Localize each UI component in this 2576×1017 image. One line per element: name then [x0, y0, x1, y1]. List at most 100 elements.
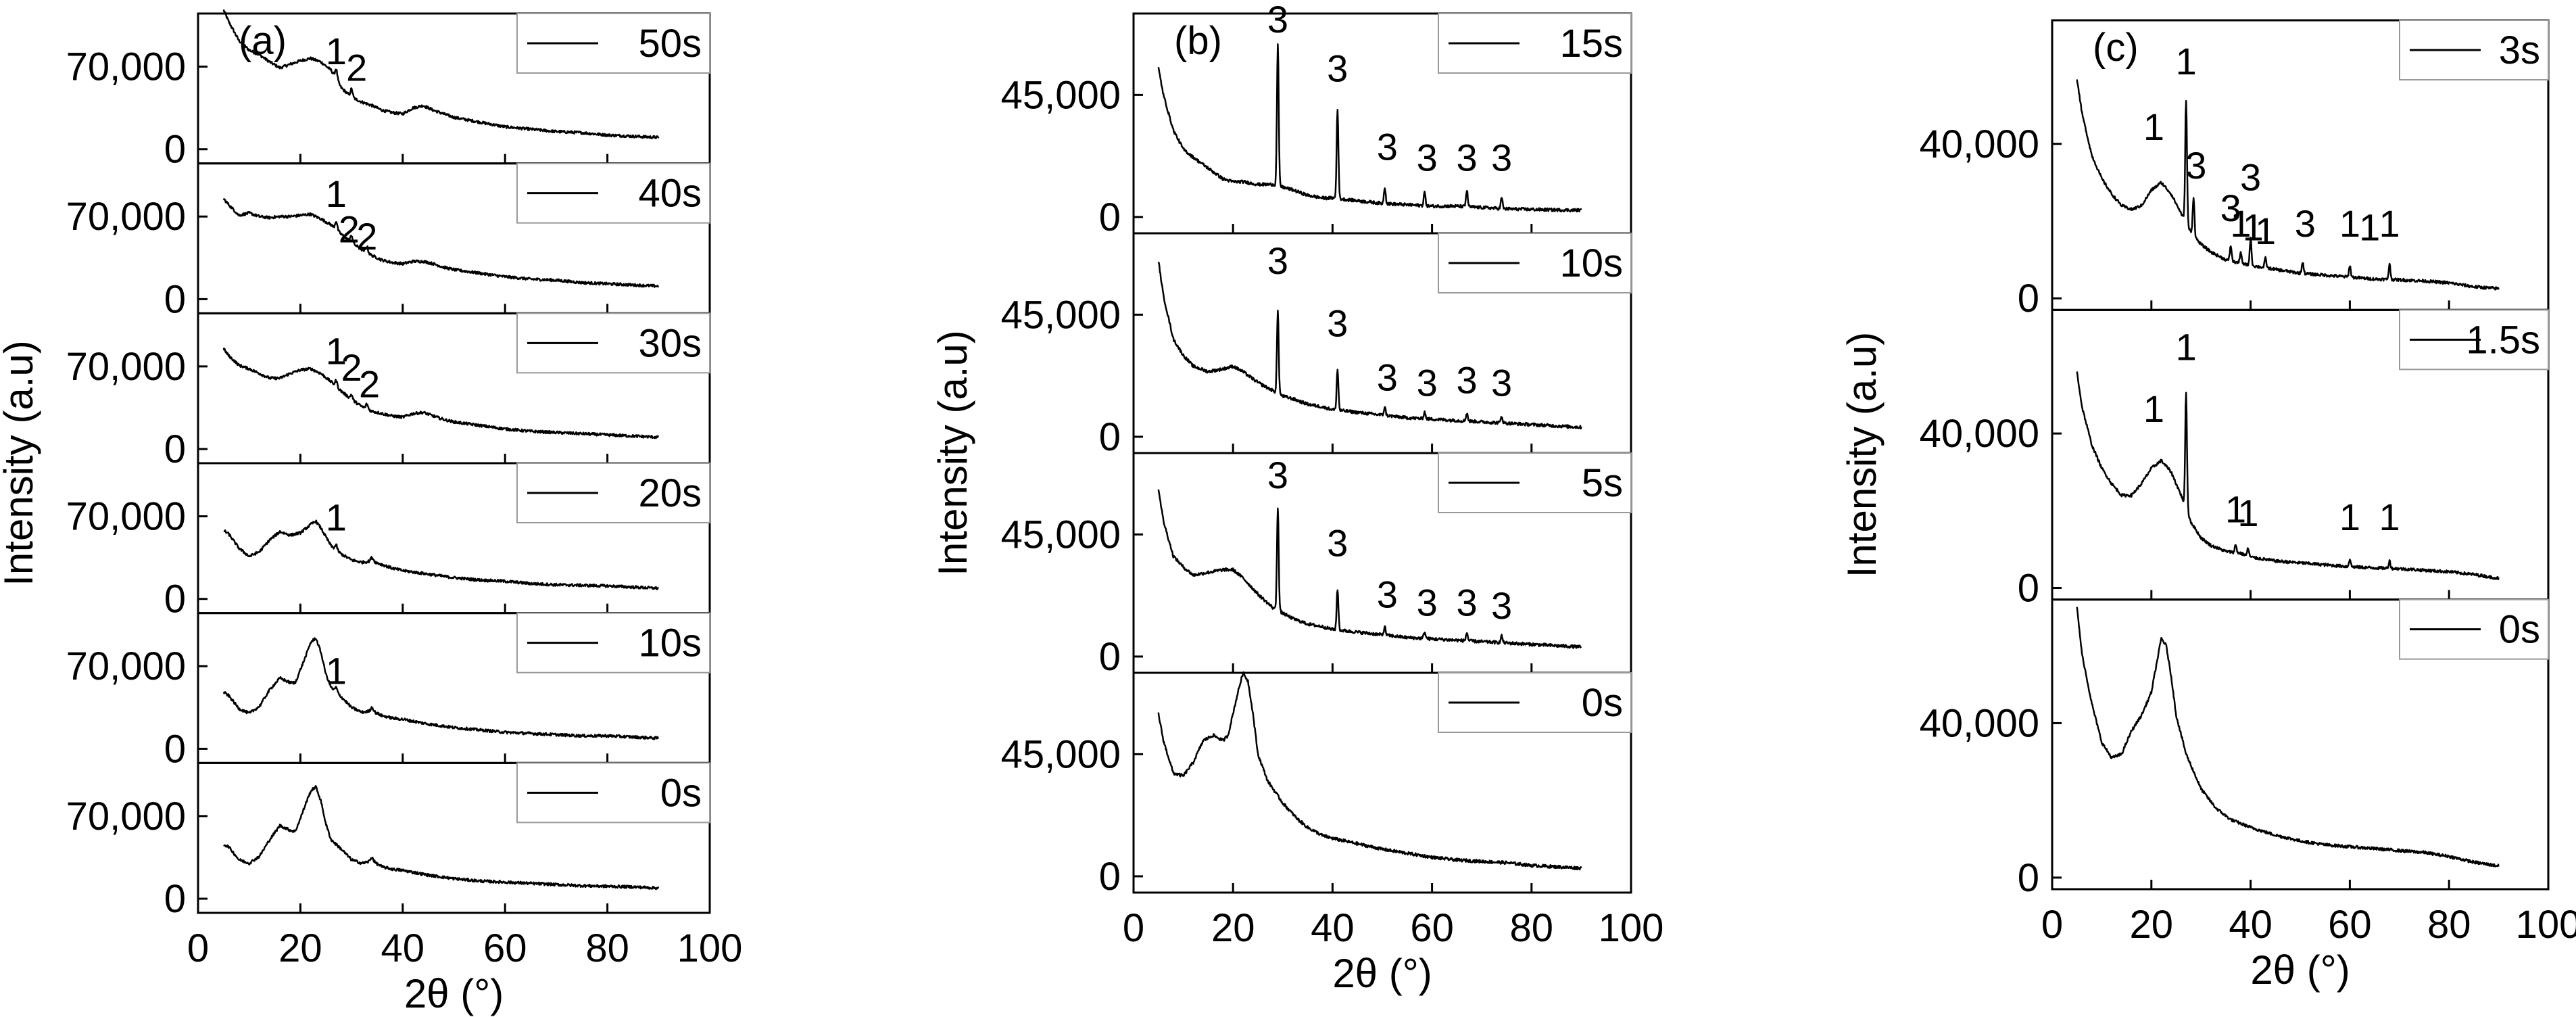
x-tick-label: 40: [1311, 906, 1355, 950]
peak-label: 1: [2379, 496, 2400, 538]
peak-label: 1: [2230, 202, 2251, 245]
peak-label: 3: [1267, 239, 1288, 282]
series-line-40s: [222, 197, 660, 288]
series-line-5s: [1157, 489, 1582, 649]
legend-label: 0s: [1582, 681, 1623, 725]
peak-label: 3: [1377, 126, 1398, 168]
legend-label: 5s: [1582, 461, 1623, 505]
y-tick-label: 45,000: [1001, 513, 1121, 557]
x-axis-title: 2θ (°): [2250, 947, 2350, 993]
y-tick-label: 70,000: [66, 495, 186, 539]
y-tick-label: 45,000: [1001, 73, 1121, 117]
series-line-0s: [223, 785, 660, 891]
y-tick-label: 70,000: [66, 195, 186, 239]
legend-label: 3s: [2499, 28, 2540, 72]
panel-label: (c): [2093, 26, 2139, 70]
peak-label: 3: [1457, 582, 1478, 624]
peak-label: 1: [326, 329, 347, 372]
legend: 10s: [1438, 233, 1632, 293]
legend-label: 1.5s: [2466, 318, 2540, 362]
y-tick-label: 0: [1099, 855, 1121, 899]
peak-label: 3: [1457, 359, 1478, 402]
y-tick-label: 0: [164, 128, 186, 172]
x-tick-label: 20: [1211, 906, 1255, 950]
series-line-50s: [222, 9, 660, 139]
legend: 30s: [516, 312, 710, 374]
legend-label: 0s: [2499, 608, 2540, 652]
y-tick-label: 0: [164, 577, 186, 621]
panel-label: (a): [239, 19, 287, 63]
x-tick-label: 0: [187, 926, 209, 970]
peak-label: 3: [2185, 144, 2206, 187]
peak-label: 3: [1377, 356, 1398, 399]
peak-label: 3: [2220, 187, 2241, 229]
peak-label: 1: [2359, 206, 2380, 249]
y-axis-title: Intensity (a.u): [0, 340, 41, 586]
y-tick-label: 70,000: [66, 795, 186, 838]
x-tick-label: 100: [677, 926, 743, 970]
legend-label: 20s: [638, 471, 702, 515]
y-tick-label: 0: [2018, 277, 2039, 321]
peak-label: 3: [1267, 454, 1288, 496]
legend: 0s: [2399, 598, 2549, 660]
x-axis-title: 2θ (°): [404, 971, 504, 1016]
legend: 3s: [2399, 20, 2549, 80]
peak-label: 3: [1491, 137, 1512, 179]
peak-label: 1: [326, 172, 347, 215]
y-tick-label: 40,000: [1920, 412, 2039, 456]
y-tick-label: 45,000: [1001, 293, 1121, 337]
legend-box: [516, 13, 710, 74]
plot-frame: [1132, 671, 1632, 894]
legend-label: 10s: [1559, 241, 1623, 285]
peak-label: 1: [2255, 210, 2276, 252]
legend-label: 10s: [638, 621, 702, 665]
peak-label: 1: [2143, 105, 2164, 148]
peak-label: 2: [341, 346, 362, 389]
peak-label: 2: [346, 46, 367, 89]
peak-label: 2: [359, 362, 380, 405]
x-tick-label: 0: [1123, 906, 1144, 950]
peak-label: 1: [326, 649, 347, 692]
peak-label: 3: [1417, 362, 1438, 404]
y-tick-label: 40,000: [1920, 122, 2039, 166]
y-tick-label: 0: [2018, 567, 2039, 611]
subplot: 0 70,000 122 30s: [66, 312, 711, 471]
x-tick-label: 40: [2229, 903, 2273, 947]
subplot: 0 70,000 122 40s: [66, 162, 711, 321]
series-line-10s: [1157, 261, 1582, 430]
x-tick-label: 60: [483, 926, 527, 970]
peak-label: 1: [2379, 202, 2400, 245]
peak-label: 1: [2176, 40, 2197, 82]
peak-label: 1: [326, 496, 347, 538]
legend-label: 30s: [638, 321, 702, 365]
x-axis-title: 2θ (°): [1332, 951, 1432, 996]
subplot: 0 45,000 0s: [1001, 671, 1632, 899]
legend: 0s: [516, 762, 710, 824]
x-tick-label: 0: [2041, 903, 2063, 947]
series-line-1.5s: [2076, 371, 2500, 580]
peak-label: 3: [1457, 137, 1478, 179]
legend-label: 15s: [1559, 22, 1623, 66]
subplot: 0 70,000 0s: [66, 761, 711, 921]
x-tick-label: 60: [2328, 903, 2372, 947]
peak-label: 3: [1327, 521, 1348, 564]
peak-label: 3: [1327, 302, 1348, 344]
subplot: 0 40,000 0s: [1920, 598, 2550, 900]
legend-label: 0s: [660, 771, 702, 815]
peak-label: 2: [339, 208, 360, 251]
plot-frame: [197, 761, 711, 914]
legend: 5s: [1438, 452, 1632, 513]
series-line-30s: [222, 348, 659, 440]
peak-label: 1: [326, 30, 347, 72]
peak-label: 1: [2176, 326, 2197, 369]
peak-label: 3: [1327, 47, 1348, 89]
peak-label: 1: [2237, 492, 2258, 534]
y-tick-label: 0: [1099, 415, 1121, 459]
peak-label: 3: [1377, 573, 1398, 616]
x-tick-label: 80: [2427, 903, 2471, 947]
y-tick-label: 40,000: [1920, 701, 2039, 745]
